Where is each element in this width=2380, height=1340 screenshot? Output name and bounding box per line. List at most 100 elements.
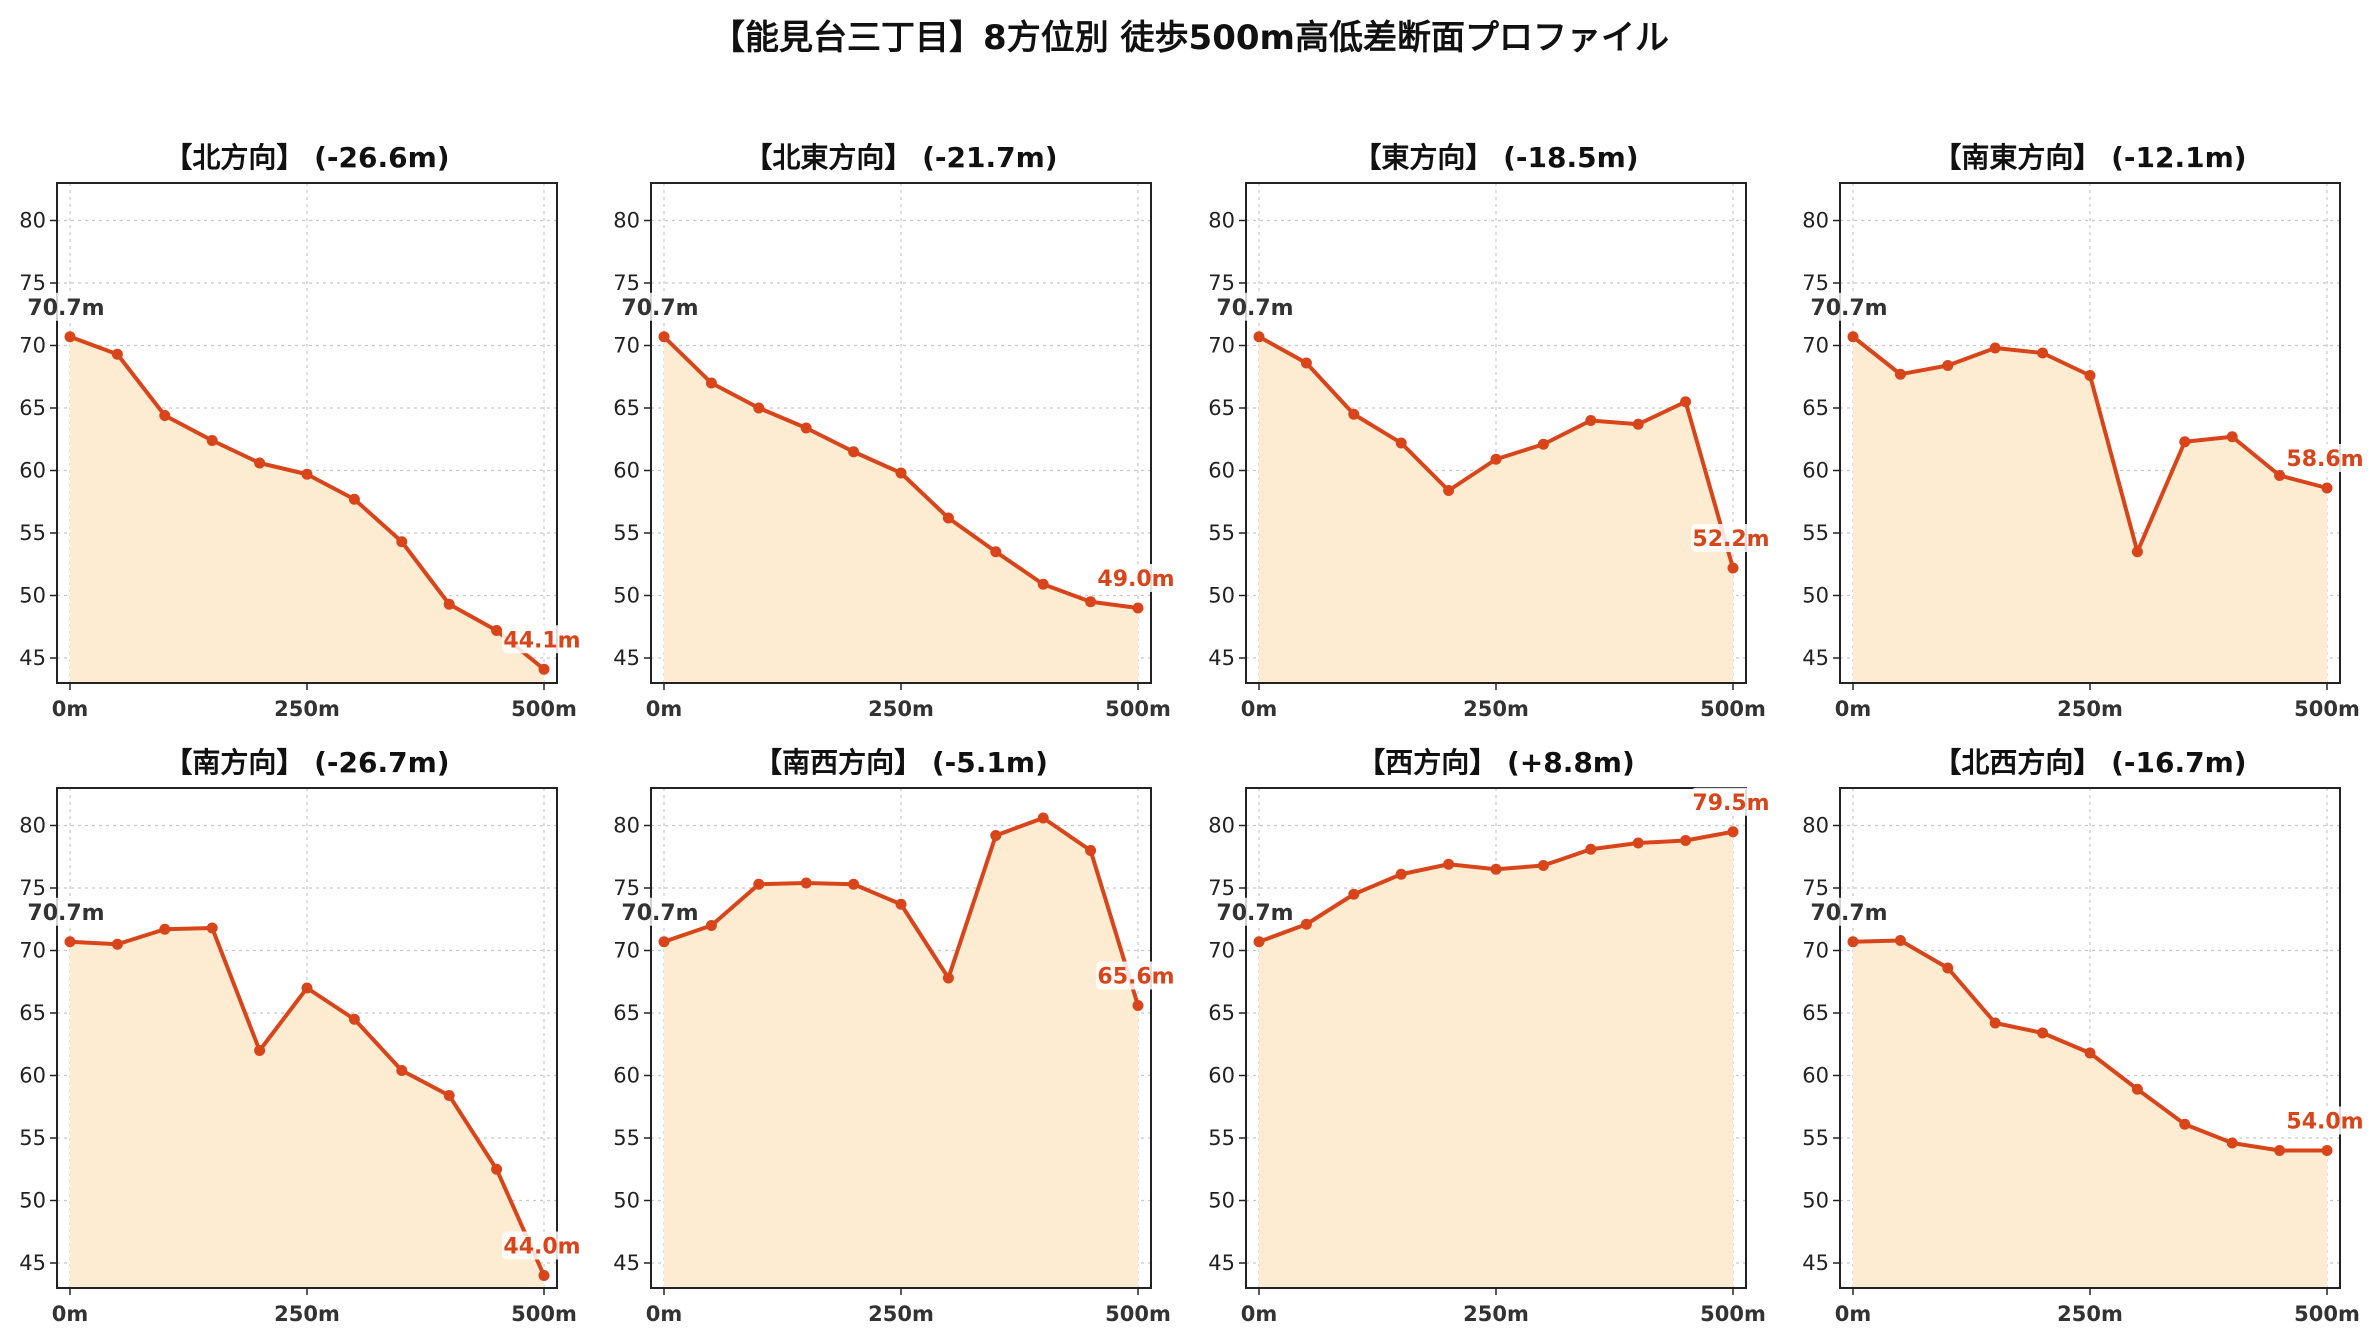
data-point (1989, 342, 2001, 354)
y-tick-label: 80 (19, 209, 46, 233)
x-tick-label: 500m (2294, 697, 2360, 721)
data-point (1443, 858, 1455, 870)
data-point (1585, 415, 1597, 426)
x-tick-label: 250m (868, 697, 934, 721)
x-tick-label: 250m (274, 1302, 340, 1326)
data-point (1253, 936, 1265, 948)
start-label-bg (26, 292, 106, 321)
profile-panel: 【東方向】 (-18.5m) 45 50 55 60 65 70 75 80 0m 250m 500m… (1208, 141, 1771, 721)
end-label-bg (502, 1231, 582, 1260)
y-tick-label: 60 (613, 459, 640, 483)
x-tick-label: 500m (2294, 1302, 2360, 1326)
data-point (1632, 837, 1644, 849)
start-label-bg (1215, 897, 1295, 926)
y-tick-label: 55 (613, 1126, 640, 1150)
y-tick-label: 70 (1802, 334, 1829, 358)
area-fill (70, 336, 544, 683)
data-point (2226, 1137, 2238, 1149)
data-point (1132, 1000, 1144, 1011)
profile-panel: 【北西方向】 (-16.7m) 45 50 55 60 65 70 75 80 0m 250m 500… (1802, 746, 2365, 1326)
data-point (64, 331, 76, 343)
data-point (254, 457, 266, 469)
y-tick-label: 80 (613, 209, 640, 233)
y-tick-label: 70 (1208, 939, 1235, 963)
data-point (705, 920, 717, 931)
data-point (942, 512, 954, 524)
start-value-label: 70.7m (1216, 901, 1293, 926)
y-tick-label: 45 (1802, 646, 1829, 670)
data-point (538, 1270, 550, 1281)
area-fill (1853, 940, 2327, 1288)
data-point (1490, 453, 1502, 465)
end-value-label: 44.0m (503, 1235, 580, 1260)
end-label-bg (1096, 961, 1176, 990)
data-point (111, 348, 123, 360)
start-label-bg (1809, 292, 1889, 321)
end-value-label: 49.0m (1097, 567, 1174, 592)
data-point (2037, 347, 2049, 359)
data-point (1942, 962, 1954, 974)
x-tick-label: 500m (1700, 697, 1766, 721)
y-tick-label: 80 (19, 814, 46, 838)
data-point (2131, 546, 2143, 558)
profile-panel: 【南方向】 (-26.7m) 45 50 55 60 65 70 75 80 0m 250m 500m… (19, 746, 582, 1326)
panel-title: 【北東方向】 (-21.7m) (744, 141, 1057, 174)
y-tick-label: 75 (613, 271, 640, 295)
y-tick-label: 70 (1802, 939, 1829, 963)
data-point (1132, 602, 1144, 614)
x-tick-label: 0m (52, 1302, 89, 1326)
data-point (2037, 1027, 2049, 1039)
profile-panel: 【南東方向】 (-12.1m) 45 50 55 60 65 70 75 80 0m 250m 500… (1802, 141, 2365, 721)
data-point (1490, 863, 1502, 875)
area-fill (664, 818, 1138, 1288)
data-point (990, 830, 1002, 841)
panel-title: 【南東方向】 (-12.1m) (1933, 141, 2246, 174)
data-point (2226, 431, 2238, 443)
profile-panel: 【北東方向】 (-21.7m) 45 50 55 60 65 70 75 80 0m 250m 500… (613, 141, 1176, 721)
y-tick-label: 65 (1208, 1001, 1235, 1025)
data-point (1537, 438, 1549, 450)
start-value-label: 70.7m (27, 296, 104, 321)
x-tick-label: 250m (1463, 1302, 1529, 1326)
y-tick-label: 70 (19, 334, 46, 358)
y-tick-label: 80 (1208, 209, 1235, 233)
data-point (538, 663, 550, 675)
y-tick-label: 65 (1802, 1001, 1829, 1025)
y-tick-label: 60 (1802, 459, 1829, 483)
x-tick-label: 0m (1835, 1302, 1872, 1326)
y-tick-label: 60 (1802, 1064, 1829, 1088)
data-point (2321, 1145, 2333, 1156)
data-point (705, 377, 717, 389)
end-value-label: 79.5m (1692, 791, 1769, 816)
panel-title: 【北方向】 (-26.6m) (164, 141, 449, 174)
x-tick-label: 0m (1241, 1302, 1278, 1326)
start-value-label: 70.7m (621, 296, 698, 321)
y-tick-label: 80 (1208, 814, 1235, 838)
data-point (658, 331, 670, 343)
data-point (301, 468, 313, 480)
x-tick-label: 0m (52, 697, 89, 721)
data-point (848, 446, 860, 458)
y-tick-label: 65 (1802, 396, 1829, 420)
page-title: 【能見台三丁目】8方位別 徒歩500m高低差断面プロファイル (711, 18, 1669, 58)
y-tick-label: 50 (1802, 584, 1829, 608)
area-fill (1259, 831, 1733, 1288)
start-label-bg (1215, 292, 1295, 321)
data-point (443, 1090, 455, 1101)
area-fill (1853, 336, 2327, 683)
x-tick-label: 250m (868, 1302, 934, 1326)
end-value-label: 52.2m (1692, 527, 1769, 552)
data-point (396, 1065, 408, 1076)
data-point (1348, 888, 1360, 900)
x-tick-label: 500m (1105, 697, 1171, 721)
y-tick-label: 60 (19, 459, 46, 483)
data-point (1632, 418, 1644, 430)
y-tick-label: 70 (613, 939, 640, 963)
end-value-label: 44.1m (503, 628, 580, 653)
data-point (159, 410, 171, 421)
data-point (990, 546, 1002, 558)
data-point (1847, 331, 1859, 343)
end-value-label: 65.6m (1097, 965, 1174, 990)
x-tick-label: 0m (1241, 697, 1278, 721)
end-label-bg (1096, 564, 1176, 592)
